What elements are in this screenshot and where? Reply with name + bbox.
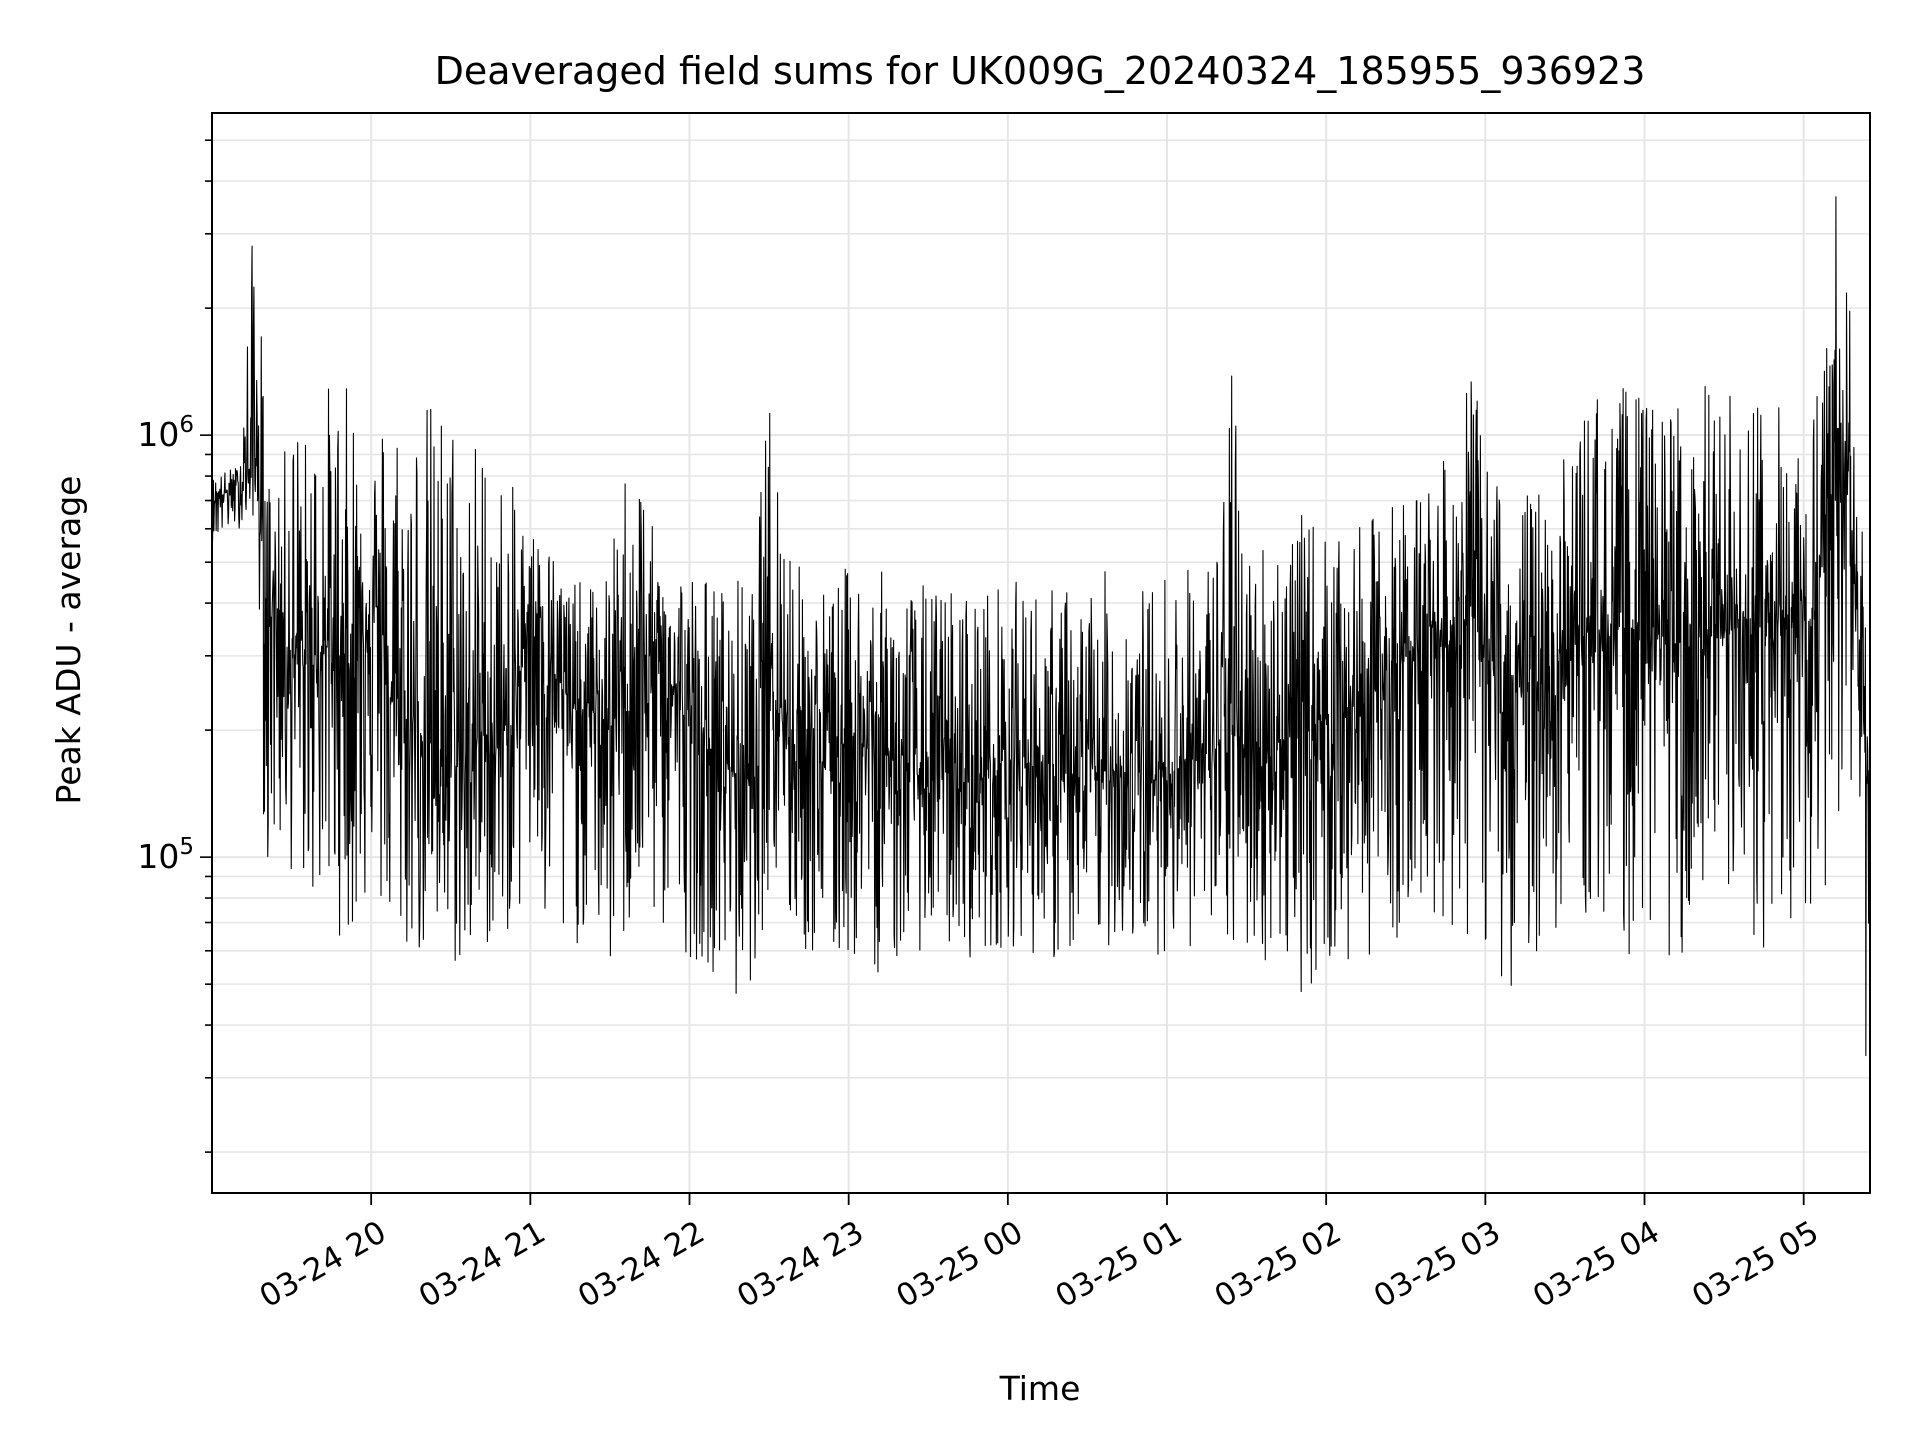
series-line (211, 196, 1871, 1057)
y-axis-label: Peak ADU - average (49, 476, 88, 805)
series-path (211, 196, 1871, 1057)
chart-title: Deaveraged field sums for UK009G_2024032… (435, 49, 1646, 93)
x-axis-label: Time (999, 1369, 1081, 1408)
y-tick-label: 105 (137, 834, 194, 876)
y-tick-label: 106 (137, 412, 194, 454)
plot-frame (211, 112, 1871, 1194)
